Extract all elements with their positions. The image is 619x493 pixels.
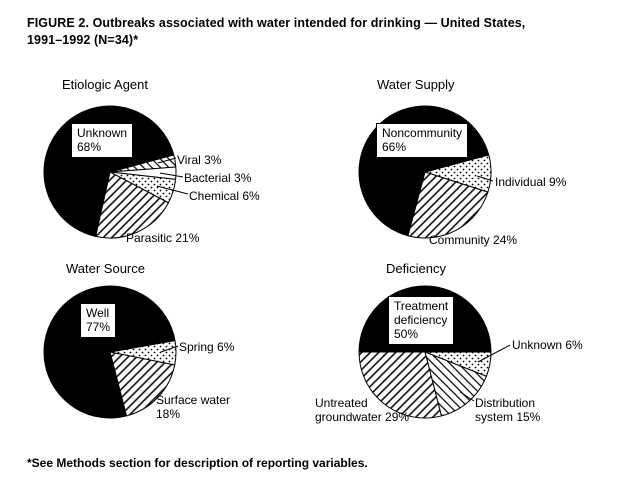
chart-title-water-supply: Water Supply — [377, 77, 455, 92]
pie-slice-surface-water — [109, 351, 176, 417]
leader-line-unknown-deficiency — [477, 344, 511, 363]
leader-line-bacterial — [159, 172, 184, 178]
box-label-well: Well 77% — [80, 303, 117, 338]
leader-line-viral — [157, 157, 177, 164]
box-label-noncommunity: Noncommunity 66% — [376, 123, 469, 158]
leader-line-spring — [160, 345, 179, 353]
pie-slice-untreated-groundwater — [358, 351, 443, 419]
box-label-unknown: Unknown 68% — [71, 123, 134, 158]
label-bacterial: Bacterial 3% — [184, 171, 252, 185]
label-chemical: Chemical 6% — [189, 189, 260, 203]
pie-slice-community — [407, 171, 489, 239]
pie-water-source — [43, 285, 177, 419]
label-distribution-system: Distribution system 15% — [475, 396, 541, 424]
figure-footnote: *See Methods section for description of … — [27, 456, 368, 470]
box-label-treatment-deficiency: Treatment deficiency 50% — [388, 296, 455, 345]
figure-title-line2: 1991–1992 (N=34)* — [27, 32, 139, 47]
chart-title-water-source: Water Source — [66, 261, 145, 276]
label-parasitic: Parasitic 21% — [126, 231, 200, 245]
leader-line-distribution — [459, 391, 475, 402]
label-unknown-deficiency: Unknown 6% — [512, 338, 583, 352]
label-spring: Spring 6% — [179, 340, 235, 354]
figure-title-line1: FIGURE 2. Outbreaks associated with wate… — [27, 16, 526, 30]
label-community: Community 24% — [429, 233, 518, 247]
leader-lines — [156, 157, 511, 402]
chart-title-etiologic-agent: Etiologic Agent — [62, 77, 149, 92]
leader-line-individual — [476, 175, 494, 182]
leader-line-chemical — [156, 185, 189, 195]
label-untreated-groundwater: Untreated groundwater 29% — [315, 396, 410, 424]
label-surface-water: Surface water 18% — [156, 393, 231, 421]
pie-slice-distribution-system — [424, 351, 488, 417]
label-viral: Viral 3% — [177, 153, 222, 167]
pie-slice-well — [43, 285, 176, 419]
label-individual: Individual 9% — [495, 175, 567, 189]
chart-title-deficiency: Deficiency — [386, 261, 446, 276]
figure-title: FIGURE 2. Outbreaks associated with wate… — [27, 15, 602, 48]
pie-slice-parasitic — [94, 171, 170, 239]
